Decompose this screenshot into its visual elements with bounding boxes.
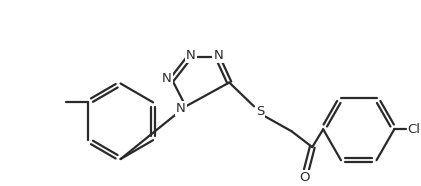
Text: Cl: Cl [408,123,421,136]
Text: N: N [186,49,196,62]
Text: N: N [213,49,223,62]
Text: O: O [299,171,309,185]
Text: N: N [176,102,186,115]
Text: N: N [162,72,172,85]
Text: S: S [256,105,264,118]
